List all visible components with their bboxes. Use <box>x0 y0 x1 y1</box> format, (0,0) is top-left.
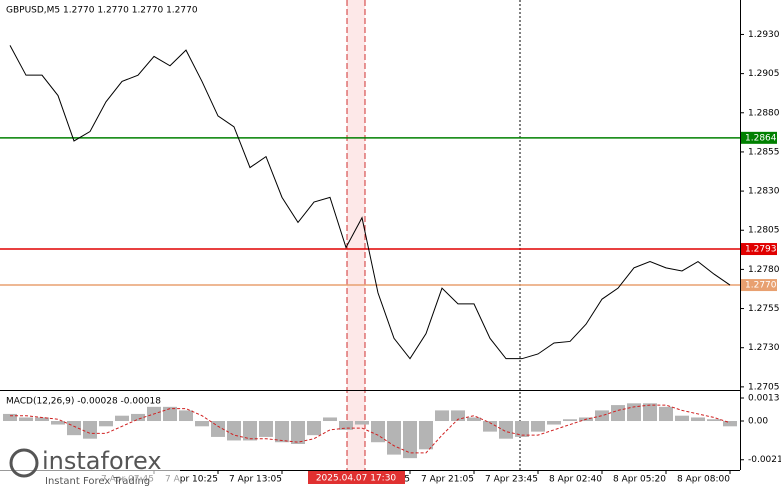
x-tick-label: 8 Apr 05:20 <box>613 475 666 485</box>
macd-bar <box>51 421 65 425</box>
macd-bar <box>451 410 465 422</box>
y-tick-label: 1.2705 <box>748 382 780 392</box>
y-tick-label: 1.2780 <box>748 265 780 275</box>
x-tick-label: 7 Apr 21:05 <box>421 475 474 485</box>
y-tick-label: 1.2905 <box>748 69 780 79</box>
y-tick-label: 1.2880 <box>748 108 780 118</box>
level-label-bg <box>741 131 777 144</box>
macd-bar <box>243 421 257 441</box>
y-tick-label: 1.2730 <box>748 343 780 353</box>
highlight-zone <box>347 0 365 470</box>
macd-bar <box>659 406 673 422</box>
x-tick-label: 7 Apr 13:05 <box>229 475 282 485</box>
macd-bar <box>163 406 177 422</box>
level-label-bg <box>741 243 777 256</box>
macd-bar <box>99 421 113 427</box>
macd-bar <box>563 419 577 422</box>
y-tick-label: 1.2930 <box>748 30 780 40</box>
x-tick-label: 7 Apr 10:25 <box>165 475 218 485</box>
macd-bar <box>115 415 129 422</box>
macd-bar <box>35 417 49 422</box>
macd-bar <box>275 421 289 443</box>
macd-bar <box>179 410 193 422</box>
macd-bar <box>387 421 401 455</box>
macd-bar <box>131 413 145 422</box>
x-tick-label: 7 Apr 23:45 <box>485 475 538 485</box>
chart-title: GBPUSD,M5 1.2770 1.2770 1.2770 1.2770 <box>6 6 198 16</box>
macd-bar <box>291 421 305 444</box>
macd-bar <box>83 421 97 439</box>
macd-bar <box>403 421 417 459</box>
macd-bar <box>723 421 737 427</box>
macd-bar <box>691 417 705 422</box>
cursor-label-bg <box>308 471 405 484</box>
y-tick-label: -0.00219 <box>748 455 781 465</box>
y-tick-label: 0.0013 <box>748 394 780 404</box>
macd-bar <box>499 421 513 439</box>
logo-icon <box>9 448 39 478</box>
y-tick-label: 1.2855 <box>748 147 780 157</box>
macd-bar <box>419 421 433 450</box>
macd-bar <box>643 403 657 422</box>
macd-bar <box>211 421 225 437</box>
macd-bar <box>3 413 17 422</box>
level-label: 1.2793 <box>745 245 777 255</box>
level-label: 1.2864 <box>745 133 777 143</box>
x-tick-label: 8 Apr 08:00 <box>677 475 730 485</box>
macd-bar <box>307 421 321 436</box>
logo: instaforex Instant Forex Trading <box>0 443 180 489</box>
logo-tagline: Instant Forex Trading <box>45 476 150 487</box>
y-tick-label: 0.00 <box>748 417 768 427</box>
price-line <box>9 45 731 360</box>
macd-bar <box>339 421 353 430</box>
macd-bar <box>259 421 273 437</box>
logo-text: instaforex <box>42 447 162 475</box>
cursor-label: 2025.04.07 17:30 <box>316 474 397 484</box>
y-tick-label: 1.2755 <box>748 304 780 314</box>
signal-line <box>10 404 731 454</box>
macd-bar <box>675 415 689 422</box>
macd-bar <box>227 421 241 441</box>
level-label: 1.2770 <box>745 281 777 291</box>
macd-bar <box>355 421 369 425</box>
macd-bar <box>435 410 449 422</box>
macd-bar <box>195 421 209 427</box>
macd-bar <box>371 421 385 443</box>
y-tick-label: 1.2830 <box>748 187 780 197</box>
macd-title: MACD(12,26,9) -0.00028 -0.00018 <box>6 397 161 407</box>
macd-bar <box>531 421 545 432</box>
macd-bar <box>19 417 33 422</box>
x-tick-label: 8 Apr 02:40 <box>549 475 602 485</box>
macd-bar <box>707 419 721 422</box>
y-tick-label: 1.2805 <box>748 226 780 236</box>
macd-bar <box>515 421 529 437</box>
macd-bar <box>595 410 609 422</box>
macd-bar <box>467 417 481 422</box>
macd-bar <box>611 405 625 422</box>
macd-bar <box>323 417 337 422</box>
level-label-bg <box>741 279 777 292</box>
macd-bar <box>547 421 561 425</box>
macd-bar <box>483 421 497 432</box>
